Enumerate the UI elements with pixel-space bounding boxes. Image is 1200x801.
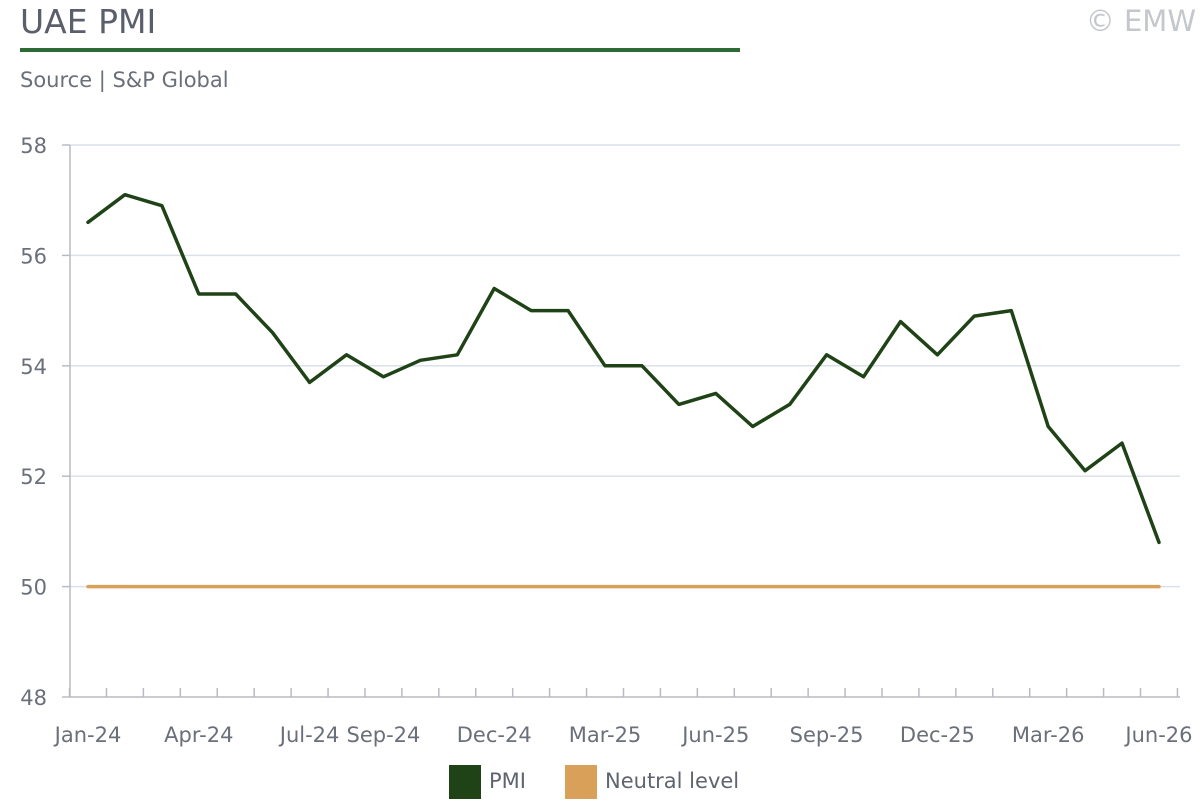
series-line-pmi bbox=[86, 192, 1161, 545]
y-tick-label-56: 56 bbox=[20, 244, 47, 268]
y-tick-label-48: 48 bbox=[20, 686, 47, 710]
y-tick-label-58: 58 bbox=[20, 134, 47, 158]
y-tick-label-50: 50 bbox=[20, 576, 47, 600]
x-tick-label-mar-25: Mar-25 bbox=[569, 723, 642, 747]
series-lines bbox=[86, 192, 1161, 589]
x-tick-label-apr-24: Apr-24 bbox=[164, 723, 233, 747]
y-tick-label-54: 54 bbox=[20, 355, 47, 379]
x-tick-label-mar-26: Mar-26 bbox=[1012, 723, 1085, 747]
chart-title: UAE PMI bbox=[20, 2, 157, 41]
x-tick-label-dec-24: Dec-24 bbox=[457, 723, 532, 747]
chart-source: Source | S&P Global bbox=[20, 68, 229, 92]
axes bbox=[69, 145, 1180, 698]
copyright-text: © EMW bbox=[1085, 4, 1196, 38]
x-tick-label-sep-24: Sep-24 bbox=[346, 723, 420, 747]
title-underline bbox=[20, 48, 740, 52]
y-tick-label-52: 52 bbox=[20, 465, 47, 489]
x-tick-label-jun-25: Jun-25 bbox=[680, 723, 749, 747]
legend-label-pmi: PMI bbox=[489, 769, 526, 793]
x-tick-label-jan-24: Jan-24 bbox=[53, 723, 122, 747]
legend-swatch-pmi bbox=[449, 765, 481, 799]
x-tick-label-jul-24: Jul-24 bbox=[278, 723, 340, 747]
legend: PMI Neutral level bbox=[0, 765, 1200, 801]
x-tick-label-sep-25: Sep-25 bbox=[790, 723, 864, 747]
legend-swatch-neutral-level bbox=[565, 765, 597, 799]
legend-label-neutral-level: Neutral level bbox=[605, 769, 740, 793]
y-axis-ticks: 48 50 52 54 56 58 bbox=[20, 134, 70, 710]
x-tick-label-jun-26: Jun-26 bbox=[1123, 723, 1192, 747]
x-axis-ticks: Jan-24 Apr-24 Jul-24 Sep-24 Dec-24 Mar-25 Jun-… bbox=[53, 688, 1193, 747]
x-tick-label-dec-25: Dec-25 bbox=[900, 723, 975, 747]
